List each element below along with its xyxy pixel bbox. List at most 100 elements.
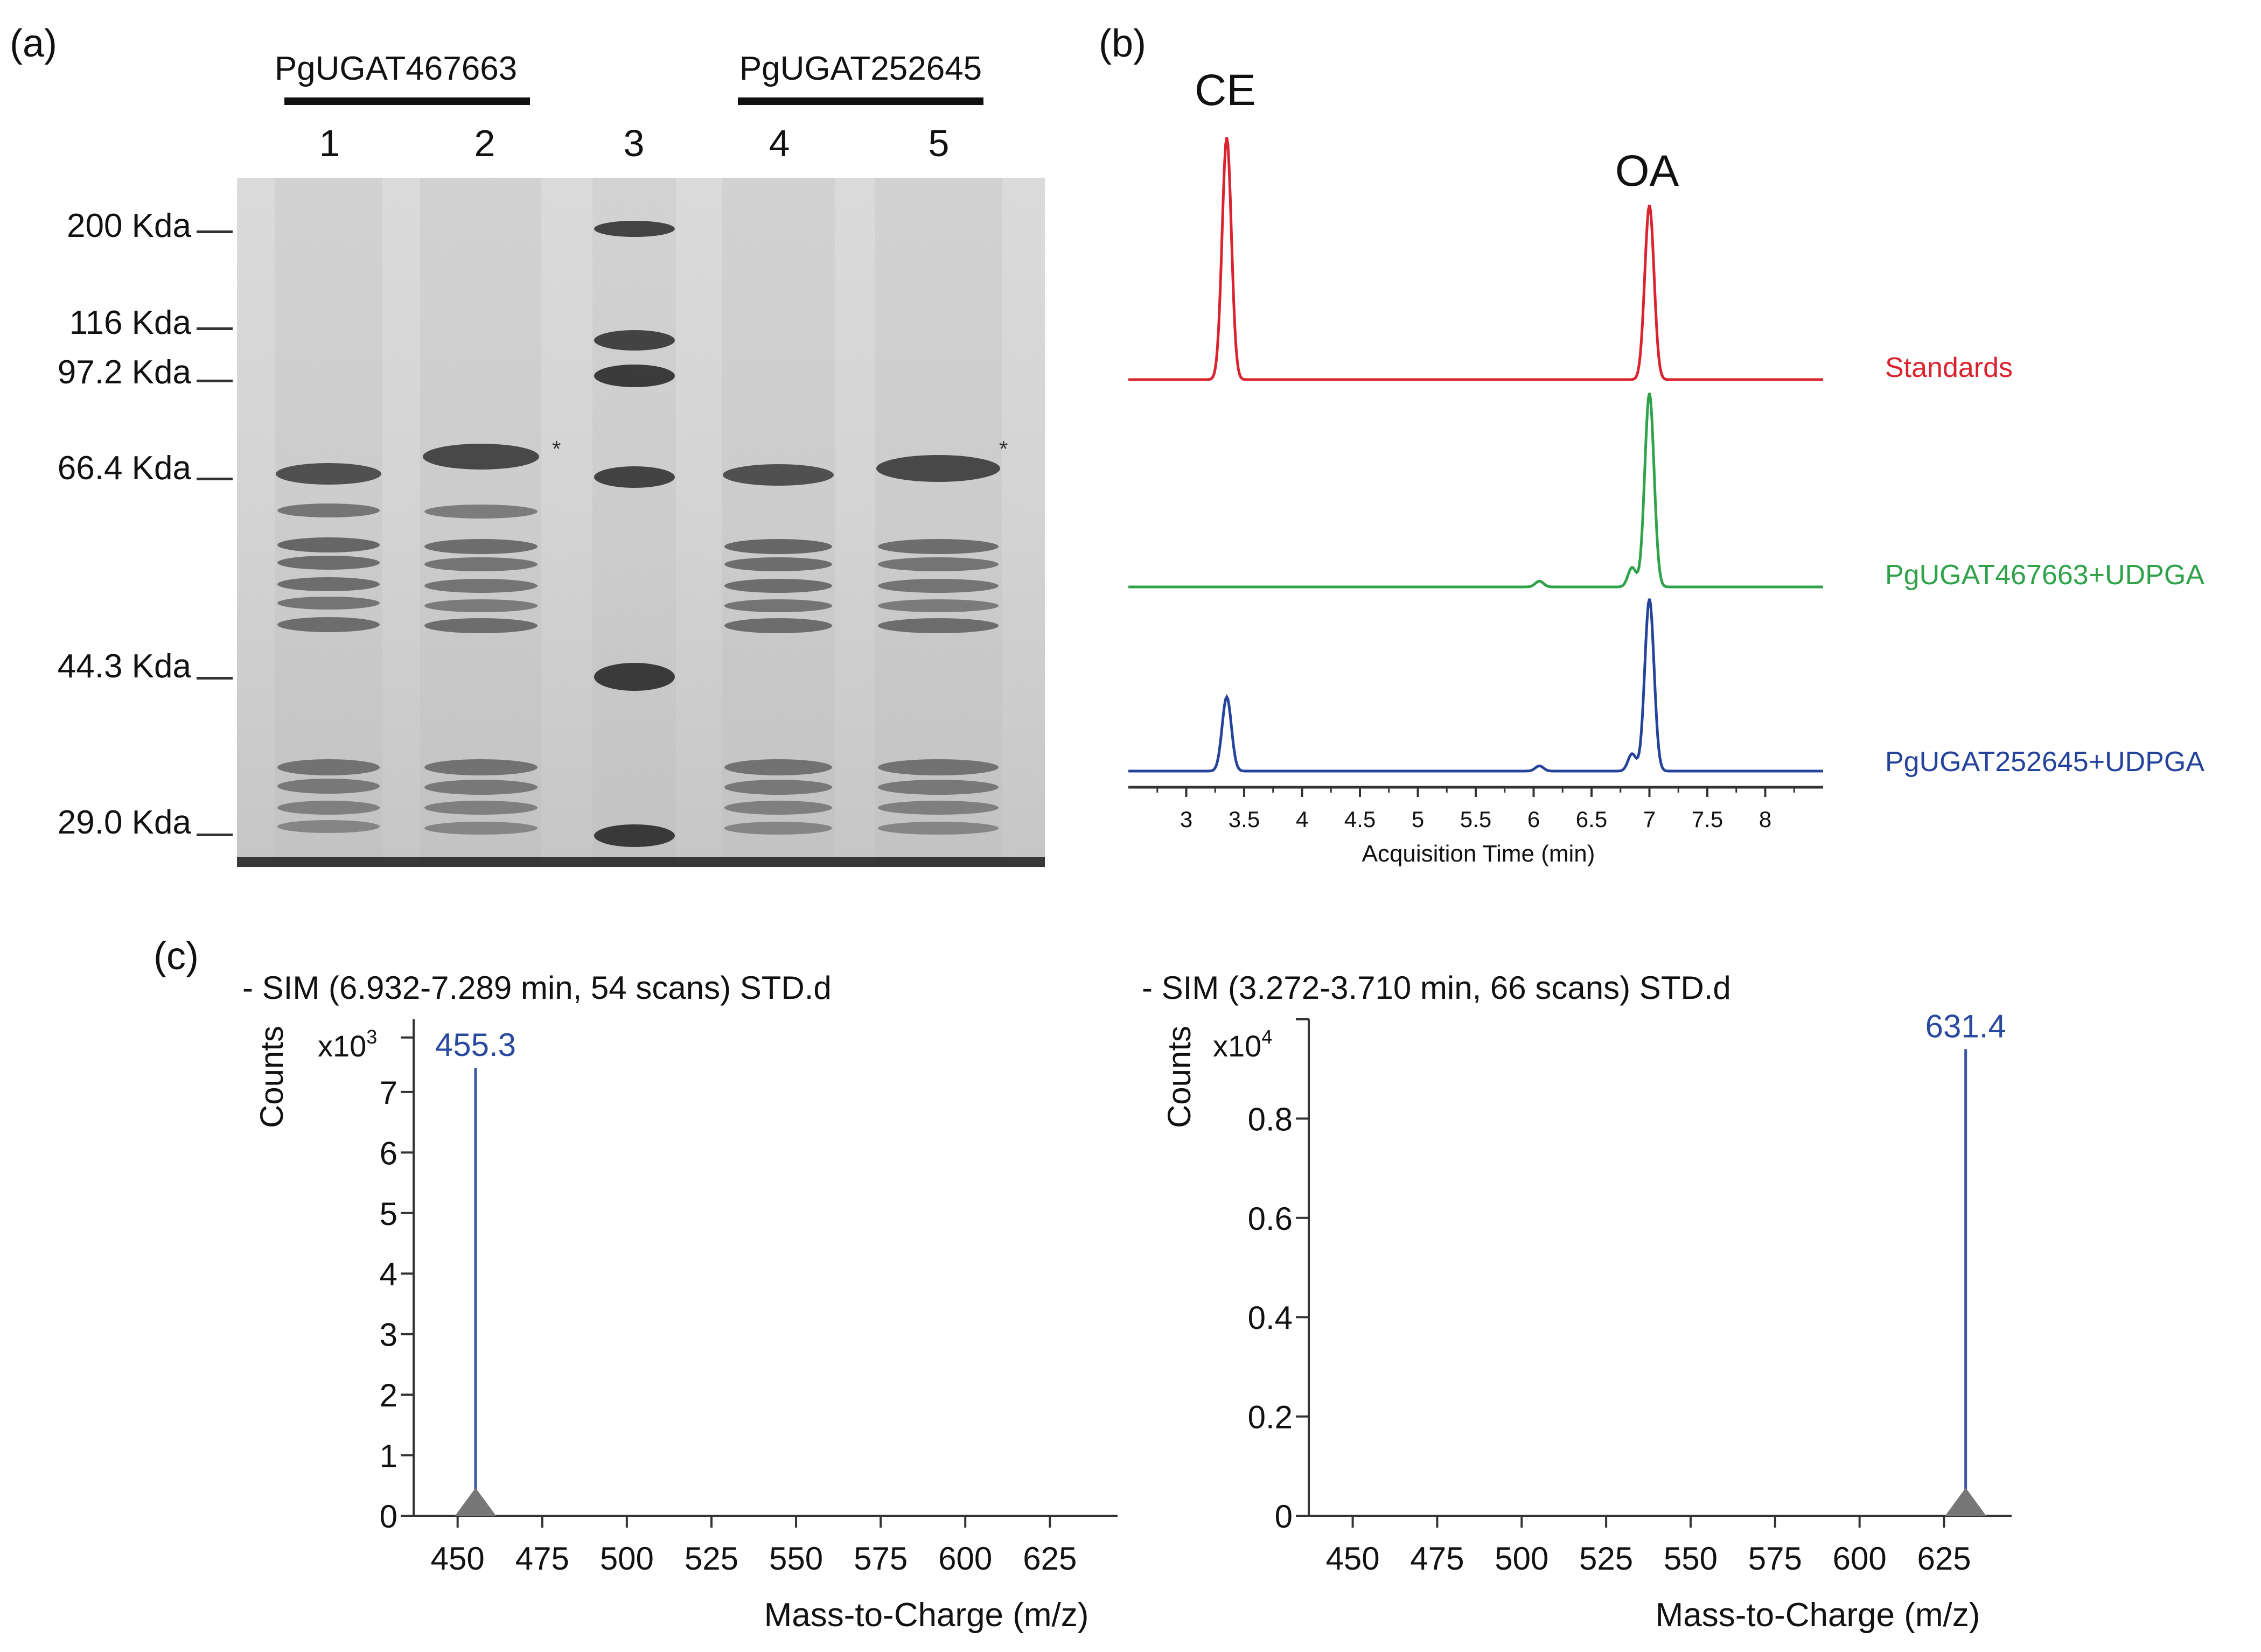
y-tick-label: 0.6: [1248, 1201, 1293, 1237]
time-tick-label: 6.5: [1576, 807, 1607, 832]
lane-label-1: 1: [319, 122, 340, 164]
spectrum-left-title: - SIM (6.932-7.289 min, 54 scans) STD.d: [242, 970, 832, 1006]
spectrum-right-multiplier: x104: [1213, 1026, 1272, 1063]
panel-a-label: (a): [10, 22, 57, 65]
spectrum-right-x-ticks: 450 475 500 525 550 575 600 625: [1326, 1516, 1971, 1577]
marker-label-97: 97.2 Kda: [58, 354, 192, 391]
spectrum-left-xlabel: Mass-to-Charge (m/z): [764, 1597, 1089, 1634]
marker-tick-66: [197, 478, 233, 480]
marker-label-66: 66.4 Kda: [58, 450, 192, 487]
panel-b-label: (b): [1099, 22, 1146, 65]
panel-c-label: (c): [153, 935, 199, 978]
trace-label-standards: Standards: [1885, 352, 2013, 383]
spectrum-right: - SIM (3.272-3.710 min, 66 scans) STD.d …: [1142, 970, 2012, 1634]
panel-a: (a) PgUGAT467663 PgUGAT252645 1 2 3 4 5 …: [10, 22, 1045, 867]
group-bar-1: [284, 97, 530, 105]
y-tick-label: 0.4: [1248, 1300, 1293, 1336]
spectrum-right-xlabel: Mass-to-Charge (m/z): [1656, 1597, 1980, 1634]
y-tick-label: 0: [380, 1499, 397, 1535]
time-tick-label: 8: [1759, 807, 1771, 832]
time-tick-label: 7.5: [1692, 807, 1723, 832]
time-tick-label: 5: [1412, 807, 1424, 832]
spectrum-left-y-ticks: 0 1 2 3 4 5 6 7: [380, 1036, 414, 1535]
y-tick-label: 2: [380, 1377, 397, 1413]
y-tick-label: 6: [380, 1135, 397, 1171]
x-tick-label: 500: [600, 1541, 654, 1577]
y-tick-label: 0.8: [1248, 1101, 1293, 1137]
panel-b: (b) CE OA Standards PgUGAT467663+UDPGA P…: [1099, 22, 2204, 867]
precursor-marker-icon: [1945, 1488, 1986, 1516]
trace-label-467663: PgUGAT467663+UDPGA: [1885, 559, 2204, 591]
x-tick-label: 450: [1326, 1541, 1380, 1577]
x-tick-label: 475: [1410, 1541, 1464, 1577]
trace-standards: [1128, 137, 1823, 381]
lane-label-5: 5: [929, 122, 950, 164]
y-tick-label: 5: [380, 1196, 397, 1232]
x-tick-label: 575: [1748, 1541, 1802, 1577]
peak-label-ce: CE: [1195, 66, 1256, 115]
x-tick-label: 625: [1917, 1541, 1971, 1577]
panel-c: (c) - SIM (6.932-7.289 min, 54 scans) ST…: [153, 935, 2012, 1634]
spectrum-left-x-ticks: 450 475 500 525 550 575 600 625: [431, 1516, 1077, 1577]
trace-pgugat252645: [1128, 598, 1823, 773]
band-mark-lane-5: *: [999, 436, 1008, 461]
trace-pgugat467663: [1128, 393, 1823, 589]
spectrum-right-ylabel: Counts: [1161, 1026, 1197, 1128]
time-tick-label: 6: [1527, 807, 1540, 832]
x-tick-label: 600: [938, 1541, 992, 1577]
marker-label-116: 116 Kda: [69, 304, 192, 341]
spectrum-left-peak: 455.3: [435, 1027, 516, 1516]
x-tick-label: 475: [515, 1541, 569, 1577]
y-tick-label: 4: [380, 1256, 397, 1292]
time-axis-ticks: 3 3.5 4 4.5 5 5.5 6 6.5 7 7.5 8: [1156, 787, 1795, 832]
marker-label-29: 29.0 Kda: [58, 804, 192, 841]
y-tick-label: 1: [380, 1438, 397, 1474]
spectrum-left-ylabel: Counts: [254, 1026, 290, 1128]
time-axis-label: Acquisition Time (min): [1362, 841, 1595, 867]
time-tick-label: 3.5: [1229, 807, 1260, 832]
group-label-2: PgUGAT252645: [739, 50, 982, 87]
peak-value-label: 455.3: [435, 1027, 516, 1063]
y-tick-label: 0: [1275, 1499, 1293, 1535]
marker-tick-200: [197, 230, 233, 233]
y-tick-label: 3: [380, 1317, 397, 1353]
time-tick-label: 3: [1180, 807, 1192, 832]
spectrum-right-peak: 631.4: [1925, 1008, 2006, 1516]
x-tick-label: 600: [1833, 1541, 1887, 1577]
gel-image: [237, 178, 1045, 867]
y-tick-label: 7: [380, 1075, 397, 1111]
x-tick-label: 450: [431, 1541, 485, 1577]
lane-label-4: 4: [769, 122, 790, 164]
x-tick-label: 575: [854, 1541, 908, 1577]
x-tick-label: 550: [1664, 1541, 1718, 1577]
x-tick-label: 550: [769, 1541, 823, 1577]
x-tick-label: 500: [1495, 1541, 1548, 1577]
marker-tick-44: [197, 677, 233, 680]
spectrum-left: - SIM (6.932-7.289 min, 54 scans) STD.d …: [242, 970, 1118, 1634]
time-tick-label: 4.5: [1344, 807, 1376, 832]
spectrum-right-title: - SIM (3.272-3.710 min, 66 scans) STD.d: [1142, 970, 1731, 1006]
time-tick-label: 5.5: [1460, 807, 1491, 832]
x-tick-label: 525: [1579, 1541, 1633, 1577]
y-tick-label: 0.2: [1248, 1399, 1293, 1436]
marker-tick-29: [197, 834, 233, 836]
lane-label-3: 3: [624, 122, 645, 164]
precursor-marker-icon: [455, 1488, 496, 1516]
x-tick-label: 525: [685, 1541, 738, 1577]
marker-label-200: 200 Kda: [67, 207, 192, 244]
trace-label-252645: PgUGAT252645+UDPGA: [1885, 746, 2204, 778]
marker-tick-97: [197, 380, 233, 382]
marker-label-44: 44.3 Kda: [58, 648, 192, 685]
lane-label-2: 2: [474, 122, 496, 164]
spectrum-right-y-ticks: 0 0.2 0.4 0.6 0.8: [1248, 1018, 1309, 1535]
peak-label-oa: OA: [1615, 146, 1679, 195]
group-label-1: PgUGAT467663: [275, 50, 517, 87]
band-mark-lane-2: *: [552, 436, 561, 461]
x-tick-label: 625: [1023, 1541, 1077, 1577]
marker-tick-116: [197, 327, 233, 330]
time-tick-label: 7: [1643, 807, 1656, 832]
time-tick-label: 4: [1296, 807, 1308, 832]
group-bar-2: [738, 97, 983, 105]
spectrum-left-multiplier: x103: [318, 1026, 377, 1063]
